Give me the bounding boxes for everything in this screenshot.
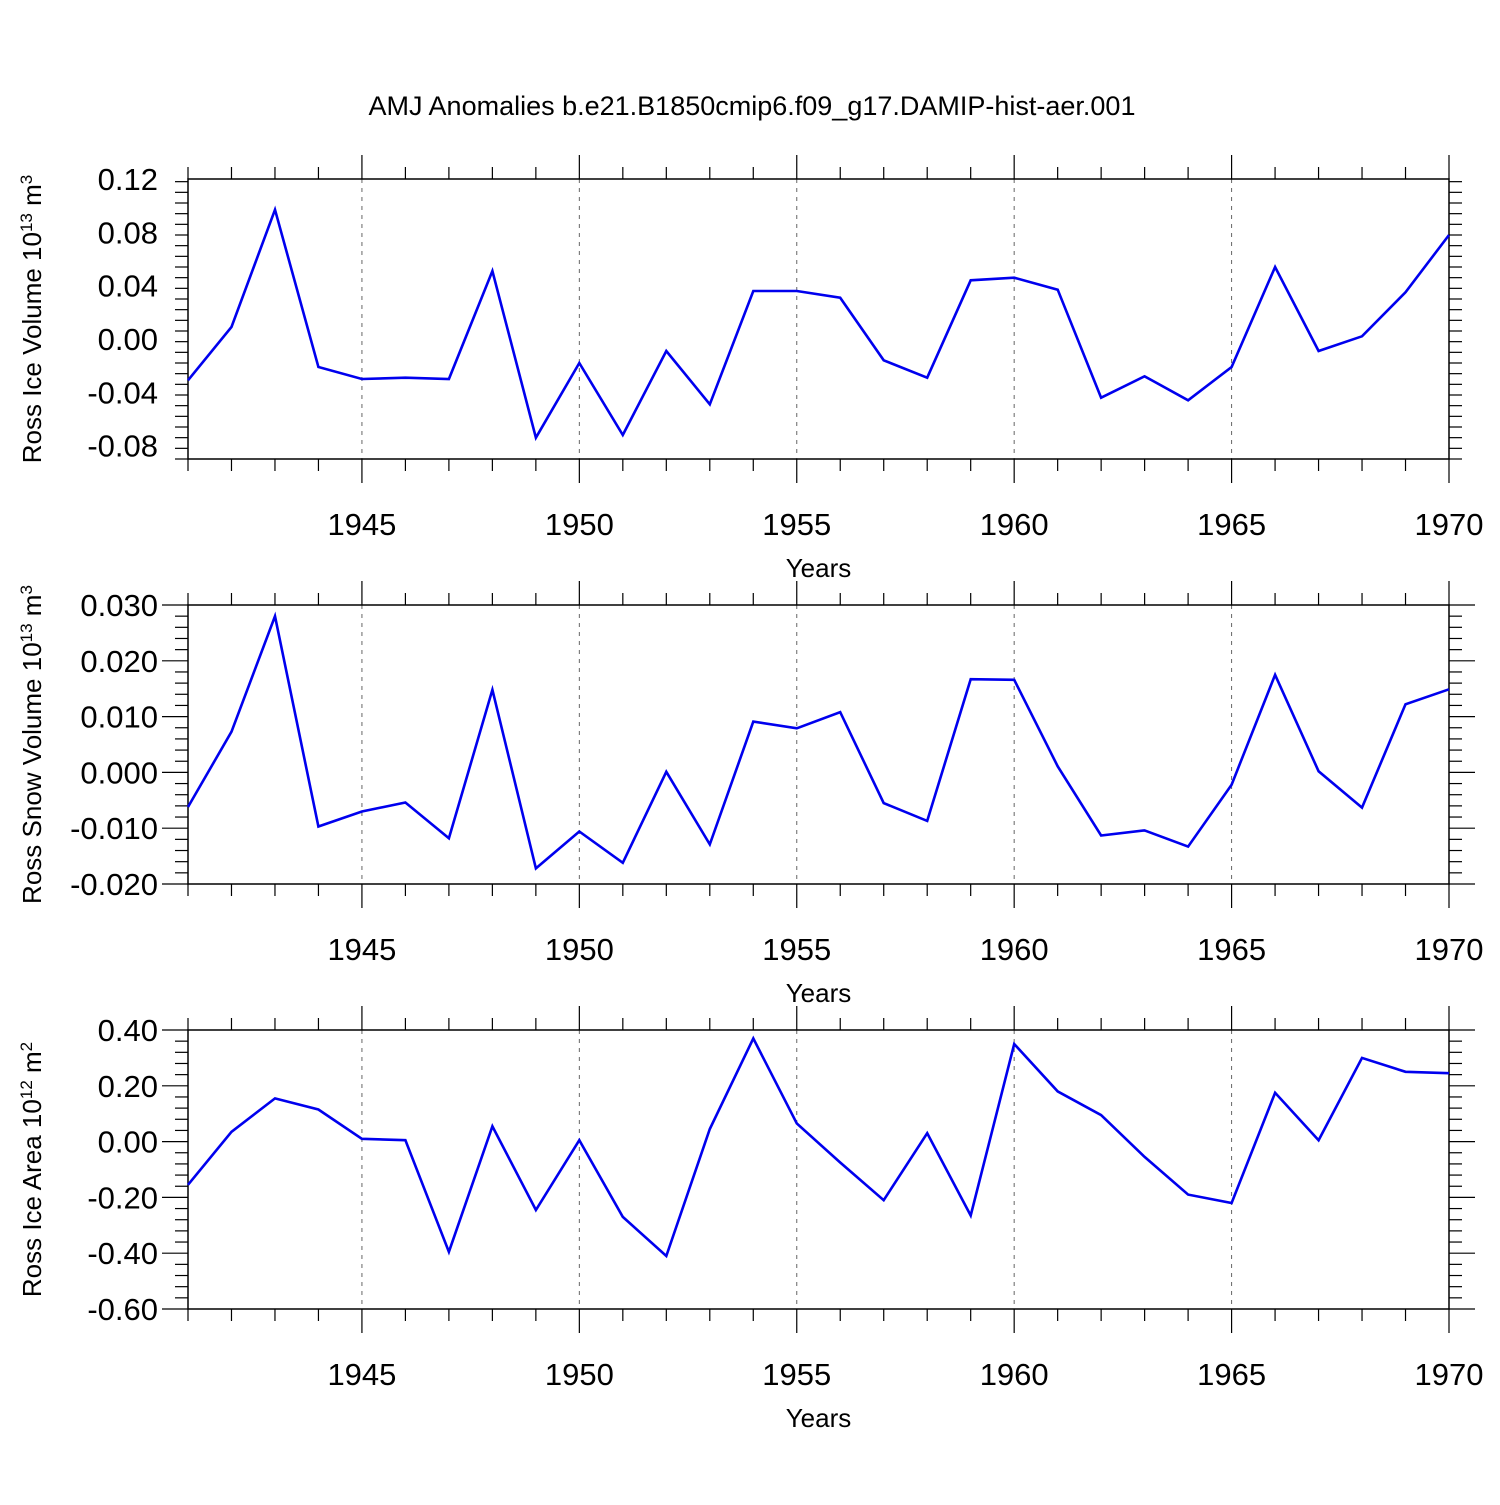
series-line <box>186 205 1451 442</box>
panel-1: -0.08 -0.04 0.00 0.04 0.08 0.12 1945 1950 1955 19… <box>17 155 1484 583</box>
y-tick-label: 0.20 <box>98 1069 158 1104</box>
chart-title: AMJ Anomalies b.e21.B1850cmip6.f09_g17.D… <box>369 91 1136 121</box>
y-tick-label: 0.020 <box>80 644 158 679</box>
plot-frame <box>187 604 1450 885</box>
y-tick-label: 0.010 <box>80 700 158 735</box>
y-tick-label: 0.08 <box>98 215 158 250</box>
x-tick-label: 1950 <box>545 507 614 542</box>
y-axis-label-text: Ross Ice Volume 10 <box>17 232 47 463</box>
x-tick-label: 1950 <box>545 932 614 967</box>
y-tick-label: -0.04 <box>87 375 158 410</box>
y-axis-label-exponent: 12 <box>17 1080 36 1099</box>
y-tick-label: -0.20 <box>87 1180 158 1215</box>
y-tick-label: 0.04 <box>98 269 158 304</box>
y-axis-label-text: m <box>17 1051 47 1080</box>
y-axis-label-text: Ross Snow Volume 10 <box>17 642 47 904</box>
y-tick-label: -0.010 <box>70 811 158 846</box>
y-axis-label-text: Ross Ice Area 10 <box>17 1099 47 1297</box>
x-axis-label: Years <box>786 978 852 1008</box>
x-tick-label: 1970 <box>1415 1357 1484 1392</box>
x-tick-label: 1965 <box>1197 507 1266 542</box>
x-tick-label: 1955 <box>762 1357 831 1392</box>
x-tick-label: 1945 <box>327 932 396 967</box>
x-tick-label: 1960 <box>980 1357 1049 1392</box>
y-axis-label-text: m <box>17 595 47 624</box>
panel-2: -0.020 -0.010 0.000 0.010 0.020 0.030 1945 1950… <box>17 581 1484 1008</box>
x-tick-label: 1945 <box>327 1357 396 1392</box>
x-tick-label: 1950 <box>545 1357 614 1392</box>
y-axis-label: Ross Ice Volume 1013 m3 <box>17 175 48 464</box>
series-line <box>186 611 1450 871</box>
y-axis-label: Ross Ice Area 1012 m2 <box>17 1042 48 1297</box>
x-tick-label: 1945 <box>327 507 396 542</box>
y-axis-label-text: m <box>17 184 47 213</box>
y-tick-label: 0.40 <box>98 1013 158 1048</box>
x-axis-label: Years <box>786 553 852 583</box>
y-axis-label: Ross Snow Volume 1013 m3 <box>17 585 48 904</box>
y-tick-label: -0.40 <box>87 1236 158 1271</box>
x-tick-label: 1955 <box>762 507 831 542</box>
y-axis-label-exponent: 3 <box>17 585 36 594</box>
y-tick-label: -0.020 <box>70 867 158 902</box>
plot-frame <box>187 1029 1450 1310</box>
x-tick-label: 1965 <box>1197 932 1266 967</box>
y-tick-label: 0.12 <box>98 162 158 197</box>
y-axis-label-exponent: 13 <box>17 213 36 232</box>
x-tick-label: 1965 <box>1197 1357 1266 1392</box>
y-tick-label: 0.000 <box>80 755 158 790</box>
series-line <box>186 1035 1450 1259</box>
y-axis-label-exponent: 3 <box>17 175 36 184</box>
y-tick-label: -0.08 <box>87 429 158 464</box>
x-tick-label: 1970 <box>1415 932 1484 967</box>
y-tick-label: 0.00 <box>98 322 158 357</box>
x-axis-label: Years <box>786 1403 852 1433</box>
x-tick-label: 1960 <box>980 507 1049 542</box>
plot-frame <box>187 178 1450 460</box>
y-tick-label: 0.00 <box>98 1125 158 1160</box>
x-tick-label: 1970 <box>1415 507 1484 542</box>
x-tick-label: 1955 <box>762 932 831 967</box>
y-axis-label-exponent: 2 <box>17 1042 36 1051</box>
x-tick-label: 1960 <box>980 932 1049 967</box>
y-tick-label: -0.60 <box>87 1292 158 1327</box>
y-tick-label: 0.030 <box>80 588 158 623</box>
panel-3: -0.60 -0.40 -0.20 0.00 0.20 0.40 1945 1950 1955 1… <box>17 1006 1484 1433</box>
y-axis-label-exponent: 13 <box>17 623 36 642</box>
